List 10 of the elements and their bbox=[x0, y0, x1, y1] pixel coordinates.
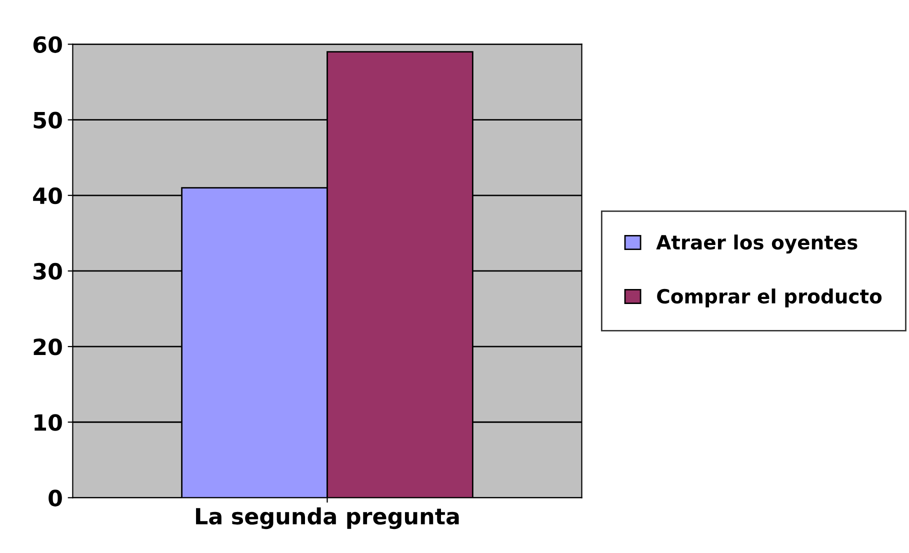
y-tick-label: 10 bbox=[34, 414, 62, 431]
y-tick-label: 0 bbox=[48, 490, 62, 506]
y-tick-label: 60 bbox=[33, 36, 62, 53]
legend-label: Atraer los oyentes bbox=[656, 234, 858, 254]
x-tick-label: La segunda pregunta bbox=[196, 507, 459, 530]
y-tick-label: 30 bbox=[34, 262, 62, 280]
y-tick-label: 20 bbox=[34, 338, 62, 356]
legend-label: Comprar el producto bbox=[657, 288, 882, 308]
y-tick-label: 50 bbox=[34, 112, 62, 129]
y-tick-label: 40 bbox=[33, 187, 62, 204]
